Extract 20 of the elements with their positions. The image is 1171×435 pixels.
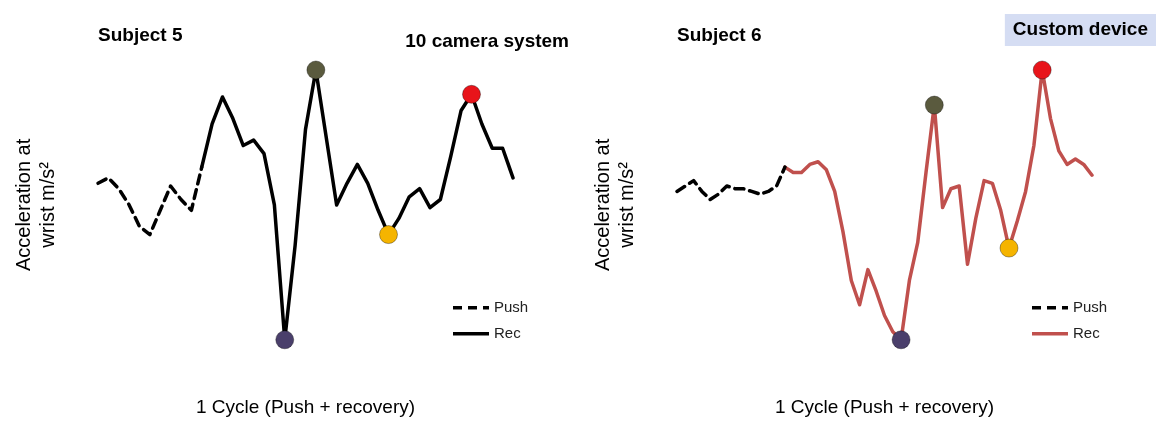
- x-axis-title: 1 Cycle (Push + recovery): [195, 395, 416, 417]
- legend-label: Rec: [494, 323, 522, 341]
- text: Custom device: [1012, 18, 1148, 40]
- text: 10 camera system: [405, 30, 569, 52]
- legend-label: Rec: [1073, 323, 1101, 341]
- legend-label: Push: [494, 297, 529, 315]
- chart-title: Subject 6: [677, 24, 762, 46]
- point: [891, 330, 911, 350]
- point: [306, 60, 326, 80]
- y-axis-title: Acceleration at wrist m/s²: [11, 138, 58, 272]
- point: [924, 95, 944, 115]
- point: [379, 225, 398, 245]
- point: [462, 84, 481, 104]
- point: [275, 330, 295, 350]
- x-axis-title: 1 Cycle (Push + recovery): [774, 395, 995, 417]
- legend-label: Push: [1073, 297, 1108, 315]
- chart-title: Subject 5: [98, 24, 183, 46]
- point: [1032, 60, 1052, 80]
- y-axis-title: Acceleration at wrist m/s²: [590, 138, 637, 272]
- point: [999, 238, 1019, 258]
